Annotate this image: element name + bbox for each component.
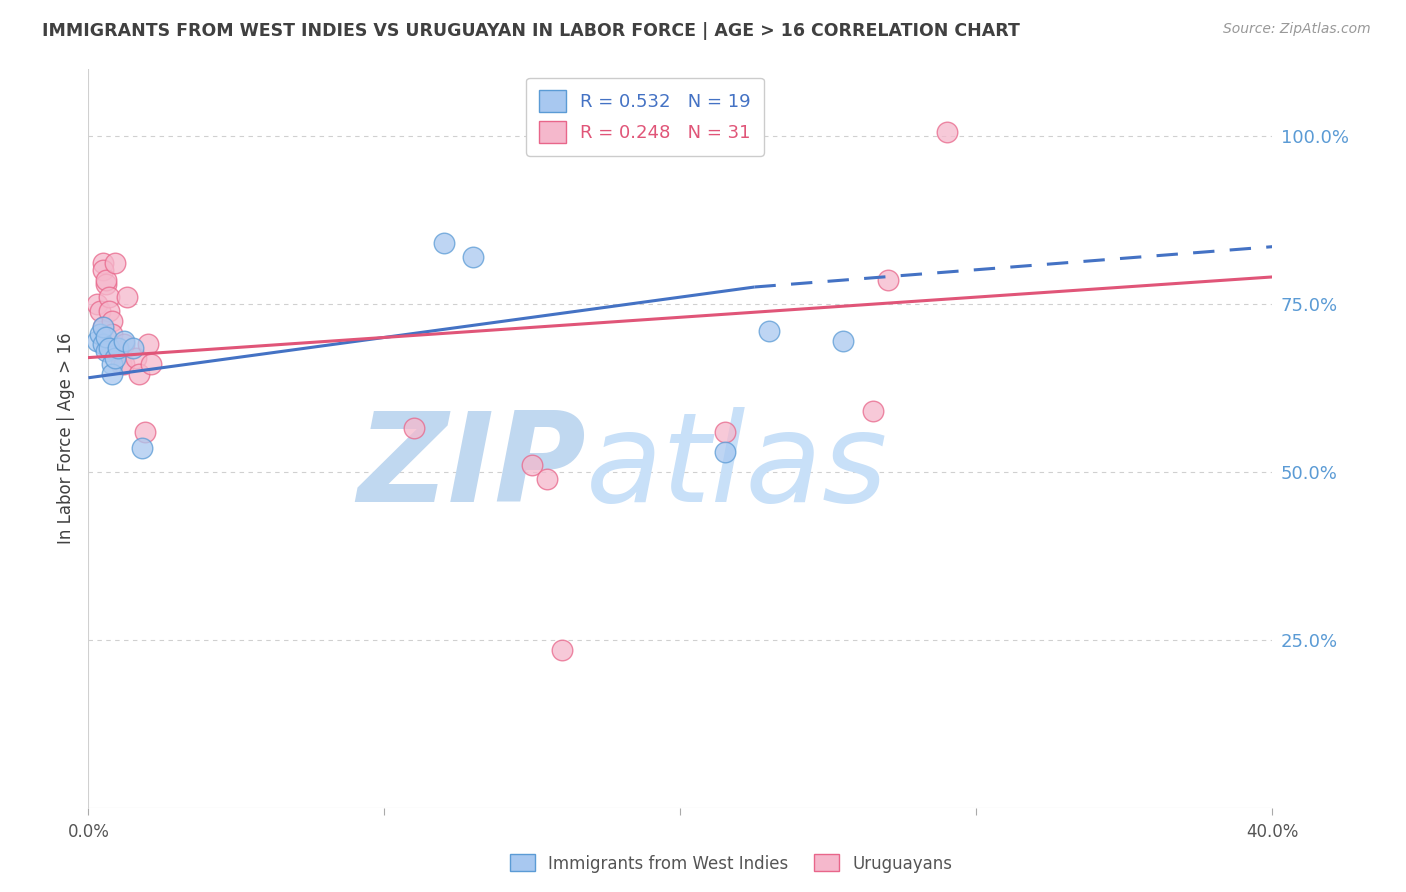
- Point: [94, 273, 117, 287]
- Point: [94, 330, 117, 344]
- Point: [433, 236, 456, 251]
- Point: [136, 337, 159, 351]
- Point: [104, 343, 127, 358]
- Point: [94, 277, 117, 291]
- Point: [98, 303, 121, 318]
- Point: [86, 297, 108, 311]
- Point: [104, 256, 127, 270]
- Point: [91, 256, 114, 270]
- Point: [91, 337, 114, 351]
- Legend: R = 0.532   N = 19, R = 0.248   N = 31: R = 0.532 N = 19, R = 0.248 N = 31: [526, 78, 763, 156]
- Point: [98, 290, 121, 304]
- Text: atlas: atlas: [586, 408, 887, 528]
- Point: [876, 273, 898, 287]
- Point: [107, 341, 129, 355]
- Point: [862, 404, 884, 418]
- Y-axis label: In Labor Force | Age > 16: In Labor Force | Age > 16: [58, 333, 75, 544]
- Point: [112, 334, 135, 348]
- Point: [134, 425, 156, 439]
- Point: [402, 421, 425, 435]
- Point: [121, 341, 143, 355]
- Point: [86, 334, 108, 348]
- Point: [128, 368, 150, 382]
- Point: [98, 341, 121, 355]
- Point: [101, 327, 124, 342]
- Point: [89, 327, 111, 342]
- Text: IMMIGRANTS FROM WEST INDIES VS URUGUAYAN IN LABOR FORCE | AGE > 16 CORRELATION C: IMMIGRANTS FROM WEST INDIES VS URUGUAYAN…: [42, 22, 1021, 40]
- Point: [463, 250, 485, 264]
- Text: Source: ZipAtlas.com: Source: ZipAtlas.com: [1223, 22, 1371, 37]
- Point: [115, 290, 138, 304]
- Point: [91, 263, 114, 277]
- Point: [714, 425, 737, 439]
- Point: [758, 324, 780, 338]
- Point: [935, 125, 957, 139]
- Point: [522, 458, 544, 472]
- Point: [714, 444, 737, 458]
- Point: [101, 368, 124, 382]
- Point: [551, 643, 574, 657]
- Legend: Immigrants from West Indies, Uruguayans: Immigrants from West Indies, Uruguayans: [503, 847, 959, 880]
- Point: [101, 357, 124, 371]
- Point: [94, 343, 117, 358]
- Text: ZIP: ZIP: [357, 408, 586, 528]
- Point: [91, 320, 114, 334]
- Point: [110, 357, 132, 371]
- Point: [131, 442, 153, 456]
- Point: [89, 303, 111, 318]
- Point: [832, 334, 855, 348]
- Point: [107, 343, 129, 358]
- Point: [112, 357, 135, 371]
- Point: [91, 320, 114, 334]
- Point: [112, 337, 135, 351]
- Point: [104, 351, 127, 365]
- Point: [139, 357, 162, 371]
- Point: [536, 472, 558, 486]
- Point: [101, 313, 124, 327]
- Point: [125, 351, 148, 365]
